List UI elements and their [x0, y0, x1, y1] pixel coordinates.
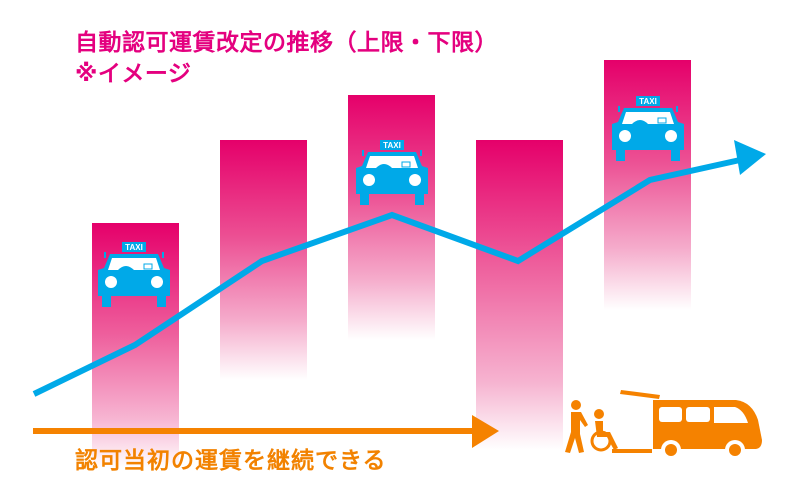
taxi-icon: TAXI — [356, 140, 428, 205]
taxi-icon: TAXI — [612, 96, 684, 161]
title-line-2: ※イメージ — [75, 61, 192, 87]
trend-arrowhead-icon — [734, 140, 766, 175]
svg-text:TAXI: TAXI — [383, 141, 401, 150]
bar-4 — [476, 140, 563, 450]
caption-continue-initial-fare: 認可当初の運賃を継続できる — [75, 448, 387, 474]
svg-text:TAXI: TAXI — [125, 243, 143, 252]
title-line-1: 自動認可運賃改定の推移（上限・下限） — [75, 30, 498, 56]
trend-line — [32, 157, 741, 397]
svg-text:TAXI: TAXI — [639, 97, 657, 106]
continuation-arrowhead-icon — [472, 415, 499, 448]
taxi-icon: TAXI — [98, 242, 170, 307]
chart-title: 自動認可運賃改定の推移（上限・下限） ※イメージ — [75, 28, 498, 90]
wheelchair-van-icon — [565, 390, 762, 460]
